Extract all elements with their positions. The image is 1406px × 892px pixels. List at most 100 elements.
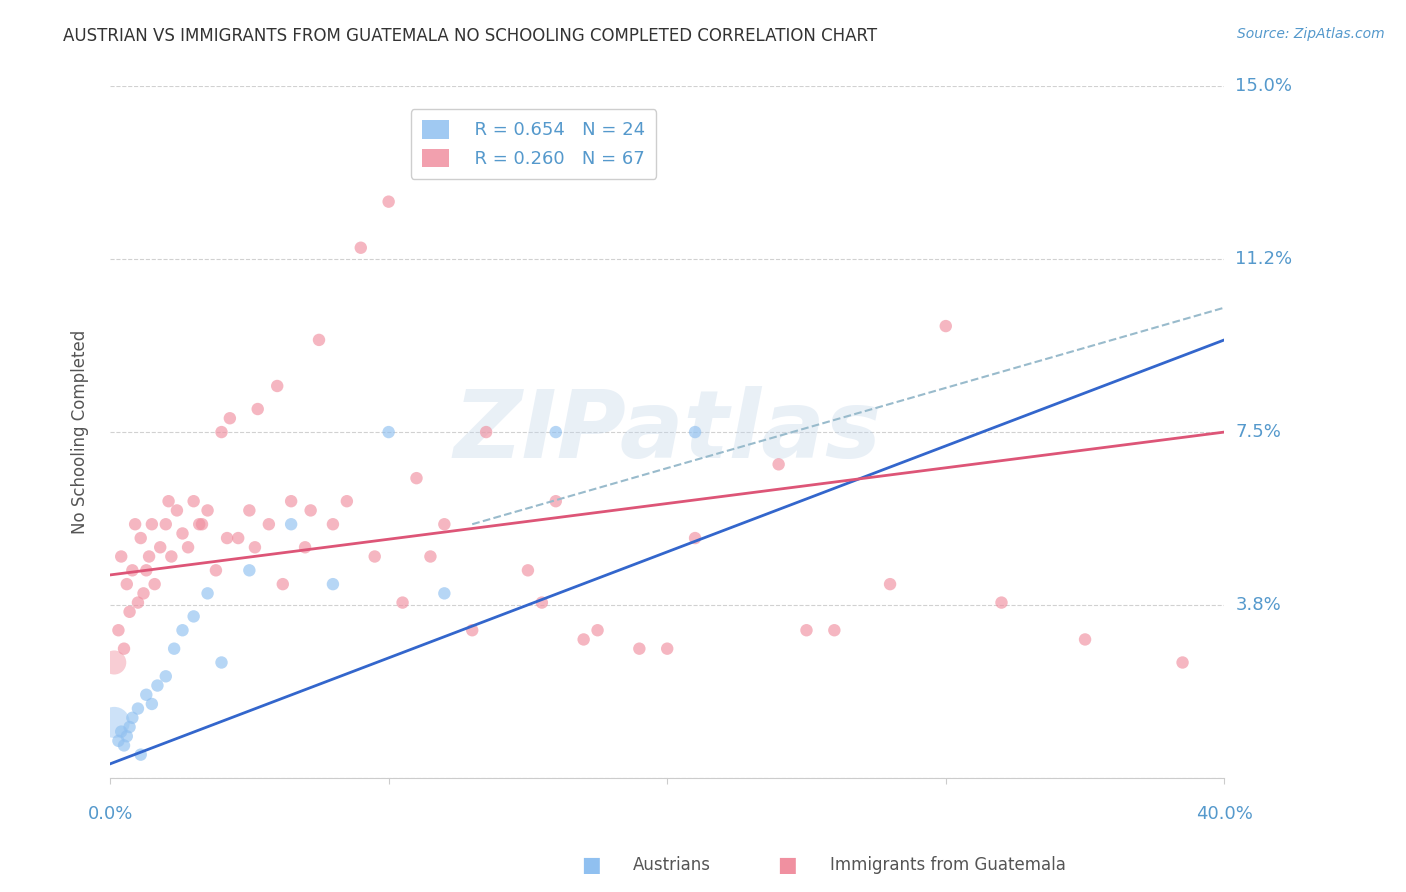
Point bbox=[683, 425, 706, 439]
Point bbox=[141, 697, 163, 711]
Point bbox=[160, 549, 183, 564]
Point bbox=[115, 577, 138, 591]
Point bbox=[191, 517, 214, 532]
Point bbox=[107, 734, 129, 748]
Point bbox=[132, 586, 155, 600]
Point bbox=[391, 596, 413, 610]
Point bbox=[226, 531, 249, 545]
Point bbox=[1074, 632, 1097, 647]
Text: 11.2%: 11.2% bbox=[1236, 251, 1292, 268]
Point bbox=[146, 679, 169, 693]
Point bbox=[172, 526, 194, 541]
Point bbox=[294, 541, 316, 555]
Text: ■: ■ bbox=[778, 855, 797, 875]
Point bbox=[796, 624, 818, 638]
Point bbox=[823, 624, 845, 638]
Point bbox=[238, 563, 260, 577]
Point bbox=[129, 747, 152, 762]
Point bbox=[103, 656, 125, 670]
Point bbox=[135, 563, 157, 577]
Point bbox=[110, 549, 132, 564]
Point bbox=[280, 517, 302, 532]
Point bbox=[110, 724, 132, 739]
Point bbox=[163, 641, 186, 656]
Point bbox=[280, 494, 302, 508]
Point bbox=[433, 586, 456, 600]
Point bbox=[112, 641, 135, 656]
Point bbox=[377, 425, 399, 439]
Point bbox=[197, 586, 219, 600]
Text: 40.0%: 40.0% bbox=[1197, 805, 1253, 823]
Point bbox=[322, 577, 344, 591]
Point bbox=[377, 194, 399, 209]
Point bbox=[246, 402, 269, 417]
Point bbox=[112, 739, 135, 753]
Point bbox=[657, 641, 679, 656]
Point bbox=[586, 624, 609, 638]
Point bbox=[433, 517, 456, 532]
Point bbox=[211, 656, 233, 670]
Point bbox=[990, 596, 1012, 610]
Text: 0.0%: 0.0% bbox=[87, 805, 132, 823]
Text: 15.0%: 15.0% bbox=[1236, 78, 1292, 95]
Point bbox=[364, 549, 387, 564]
Point bbox=[544, 425, 567, 439]
Point bbox=[115, 729, 138, 743]
Point bbox=[197, 503, 219, 517]
Point bbox=[322, 517, 344, 532]
Point bbox=[768, 458, 790, 472]
Point bbox=[138, 549, 160, 564]
Point bbox=[336, 494, 359, 508]
Point bbox=[118, 720, 141, 734]
Point bbox=[183, 609, 205, 624]
Point bbox=[461, 624, 484, 638]
Legend:   R = 0.654   N = 24,   R = 0.260   N = 67: R = 0.654 N = 24, R = 0.260 N = 67 bbox=[411, 110, 657, 178]
Point bbox=[127, 596, 149, 610]
Point bbox=[299, 503, 322, 517]
Point bbox=[271, 577, 294, 591]
Point bbox=[107, 624, 129, 638]
Point bbox=[350, 241, 373, 255]
Text: 3.8%: 3.8% bbox=[1236, 596, 1281, 614]
Point bbox=[118, 605, 141, 619]
Point bbox=[218, 411, 240, 425]
Point bbox=[129, 531, 152, 545]
Point bbox=[544, 494, 567, 508]
Text: 7.5%: 7.5% bbox=[1236, 423, 1281, 441]
Point bbox=[177, 541, 200, 555]
Point bbox=[308, 333, 330, 347]
Text: Source: ZipAtlas.com: Source: ZipAtlas.com bbox=[1237, 27, 1385, 41]
Point bbox=[475, 425, 498, 439]
Point bbox=[103, 715, 125, 730]
Point bbox=[124, 517, 146, 532]
Point bbox=[135, 688, 157, 702]
Point bbox=[121, 711, 143, 725]
Point bbox=[188, 517, 211, 532]
Point bbox=[405, 471, 427, 485]
Point bbox=[121, 563, 143, 577]
Point bbox=[628, 641, 651, 656]
Point bbox=[157, 494, 180, 508]
Point bbox=[266, 379, 288, 393]
Text: Immigrants from Guatemala: Immigrants from Guatemala bbox=[830, 856, 1066, 874]
Point bbox=[935, 319, 957, 334]
Point bbox=[211, 425, 233, 439]
Point bbox=[155, 669, 177, 683]
Point bbox=[141, 517, 163, 532]
Point bbox=[1171, 656, 1194, 670]
Text: ■: ■ bbox=[581, 855, 600, 875]
Text: AUSTRIAN VS IMMIGRANTS FROM GUATEMALA NO SCHOOLING COMPLETED CORRELATION CHART: AUSTRIAN VS IMMIGRANTS FROM GUATEMALA NO… bbox=[63, 27, 877, 45]
Point bbox=[143, 577, 166, 591]
Point bbox=[530, 596, 553, 610]
Text: Austrians: Austrians bbox=[633, 856, 710, 874]
Point bbox=[166, 503, 188, 517]
Y-axis label: No Schooling Completed: No Schooling Completed bbox=[72, 330, 89, 534]
Point bbox=[879, 577, 901, 591]
Point bbox=[238, 503, 260, 517]
Point bbox=[183, 494, 205, 508]
Point bbox=[516, 563, 538, 577]
Point bbox=[149, 541, 172, 555]
Point bbox=[243, 541, 266, 555]
Point bbox=[155, 517, 177, 532]
Point bbox=[683, 531, 706, 545]
